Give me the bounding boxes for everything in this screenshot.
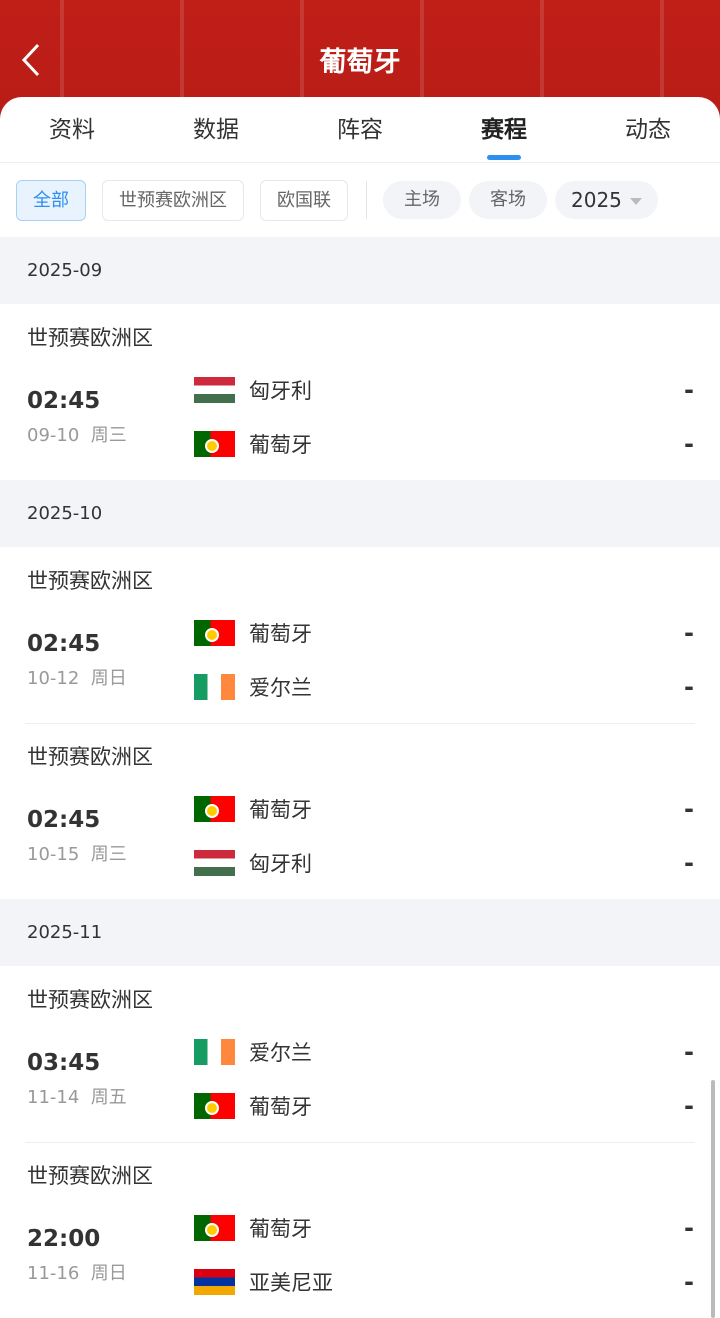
match-item[interactable]: 世预赛欧洲区 02:45 10-12 周日 葡萄牙 爱尔兰 - -: [0, 547, 720, 723]
home-score: -: [684, 1214, 694, 1242]
tab-news[interactable]: 动态: [625, 117, 671, 143]
tab-bar: 资料 数据 阵容 赛程 动态: [0, 97, 720, 163]
home-team: 匈牙利: [194, 376, 312, 404]
away-team: 亚美尼亚: [194, 1268, 333, 1296]
home-score: -: [684, 619, 694, 647]
home-score: -: [684, 1038, 694, 1066]
content-card: 资料 数据 阵容 赛程 动态 全部 世预赛欧洲区 欧国联 主场 客场 2025 …: [0, 97, 720, 1318]
divider: [366, 181, 367, 219]
home-team: 葡萄牙: [194, 795, 312, 823]
team-name: 爱尔兰: [249, 676, 312, 700]
away-team: 葡萄牙: [194, 1092, 312, 1120]
team-name: 葡萄牙: [249, 798, 312, 822]
month-header: 2025-10: [0, 480, 720, 547]
away-team: 葡萄牙: [194, 430, 312, 458]
tab-lineup[interactable]: 阵容: [337, 117, 383, 143]
year-value: 2025: [571, 188, 622, 212]
away-score: -: [684, 849, 694, 877]
match-date: 11-16 周日: [27, 1259, 127, 1285]
hungary-flag-icon: [194, 377, 235, 403]
month-header: 2025-09: [0, 237, 720, 304]
match-date: 10-15 周三: [27, 840, 127, 866]
date: 11-16: [27, 1263, 80, 1284]
team-name: 葡萄牙: [249, 433, 312, 457]
team-name: 爱尔兰: [249, 1041, 312, 1065]
filter-nations-league[interactable]: 欧国联: [260, 179, 348, 221]
match-item[interactable]: 世预赛欧洲区 03:45 11-14 周五 爱尔兰 葡萄牙 - -: [0, 966, 720, 1142]
match-item[interactable]: 世预赛欧洲区 02:45 10-15 周三 葡萄牙 匈牙利 - -: [0, 723, 720, 899]
month-header: 2025-11: [0, 899, 720, 966]
date: 09-10: [27, 425, 80, 446]
portugal-flag-icon: [194, 1215, 235, 1241]
tab-stats[interactable]: 数据: [193, 117, 239, 143]
team-name: 亚美尼亚: [249, 1271, 333, 1295]
match-time: 02:45: [27, 631, 101, 657]
year-dropdown[interactable]: 2025: [555, 181, 658, 219]
portugal-flag-icon: [194, 620, 235, 646]
portugal-flag-icon: [194, 796, 235, 822]
league-name: 世预赛欧洲区: [27, 745, 153, 769]
team-name: 葡萄牙: [249, 1217, 312, 1241]
league-name: 世预赛欧洲区: [27, 326, 153, 350]
filter-away[interactable]: 客场: [469, 181, 547, 219]
back-arrow-icon[interactable]: [18, 42, 46, 78]
match-time: 22:00: [27, 1226, 101, 1252]
page-title: 葡萄牙: [319, 47, 401, 78]
tab-profile[interactable]: 资料: [49, 117, 95, 143]
portugal-flag-icon: [194, 431, 235, 457]
date: 10-15: [27, 844, 80, 865]
home-team: 爱尔兰: [194, 1038, 312, 1066]
filter-all[interactable]: 全部: [16, 179, 86, 221]
team-name: 匈牙利: [249, 852, 312, 876]
away-team: 爱尔兰: [194, 673, 312, 701]
away-team: 匈牙利: [194, 849, 312, 877]
home-team: 葡萄牙: [194, 1214, 312, 1242]
weekday: 周三: [90, 844, 127, 865]
armenia-flag-icon: [194, 1269, 235, 1295]
home-score: -: [684, 376, 694, 404]
portugal-flag-icon: [194, 1093, 235, 1119]
match-time: 02:45: [27, 807, 101, 833]
home-score: -: [684, 795, 694, 823]
weekday: 周日: [90, 1263, 127, 1284]
date: 11-14: [27, 1087, 80, 1108]
match-time: 03:45: [27, 1050, 101, 1076]
away-score: -: [684, 1092, 694, 1120]
tab-schedule[interactable]: 赛程: [432, 97, 576, 162]
team-name: 葡萄牙: [249, 1095, 312, 1119]
team-name: 匈牙利: [249, 379, 312, 403]
away-score: -: [684, 1268, 694, 1296]
filter-home[interactable]: 主场: [383, 181, 461, 219]
filter-bar: 全部 世预赛欧洲区 欧国联 主场 客场 2025: [0, 163, 720, 237]
date: 10-12: [27, 668, 80, 689]
home-team: 葡萄牙: [194, 619, 312, 647]
dropdown-triangle-icon: [629, 198, 642, 205]
team-name: 葡萄牙: [249, 622, 312, 646]
match-date: 11-14 周五: [27, 1083, 127, 1109]
match-date: 10-12 周日: [27, 664, 127, 690]
filter-wc-qualifiers[interactable]: 世预赛欧洲区: [102, 179, 244, 221]
scrollbar[interactable]: [711, 1080, 715, 1318]
ireland-flag-icon: [194, 1039, 235, 1065]
weekday: 周日: [90, 668, 127, 689]
match-item[interactable]: 世预赛欧洲区 02:45 09-10 周三 匈牙利 葡萄牙 - -: [0, 304, 720, 480]
weekday: 周三: [90, 425, 127, 446]
match-time: 02:45: [27, 388, 101, 414]
match-item[interactable]: 世预赛欧洲区 22:00 11-16 周日 葡萄牙 亚美尼亚 - -: [0, 1142, 720, 1318]
away-score: -: [684, 673, 694, 701]
league-name: 世预赛欧洲区: [27, 569, 153, 593]
match-list: 2025-09 世预赛欧洲区 02:45 09-10 周三 匈牙利 葡萄牙 - …: [0, 237, 720, 1318]
weekday: 周五: [90, 1087, 127, 1108]
league-name: 世预赛欧洲区: [27, 1164, 153, 1188]
match-date: 09-10 周三: [27, 421, 127, 447]
hungary-flag-icon: [194, 850, 235, 876]
league-name: 世预赛欧洲区: [27, 988, 153, 1012]
ireland-flag-icon: [194, 674, 235, 700]
away-score: -: [684, 430, 694, 458]
